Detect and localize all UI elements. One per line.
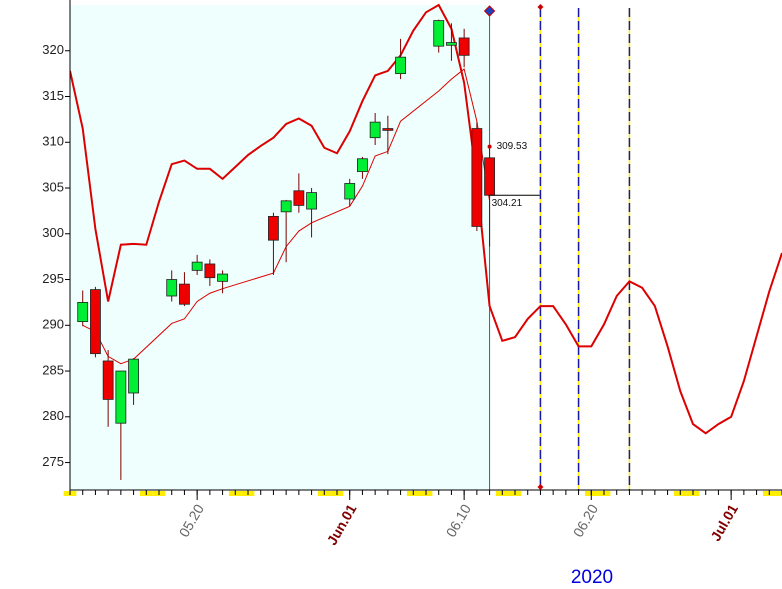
- cycle-diamond: [537, 4, 544, 10]
- candle-body: [293, 190, 305, 206]
- candle-body: [458, 37, 470, 56]
- cycle-diamond: [537, 484, 544, 490]
- last-bar-diamond: [483, 5, 496, 17]
- y-tick-label: 315: [42, 88, 64, 103]
- candle-body: [471, 128, 483, 227]
- candle-body: [280, 200, 292, 213]
- y-tick-label: 300: [42, 225, 64, 240]
- y-tick-label: 305: [42, 179, 64, 194]
- candle-body: [306, 192, 317, 210]
- y-tick-label: 320: [42, 42, 64, 57]
- candle-body: [166, 279, 178, 297]
- candle-body: [115, 370, 127, 424]
- candle-body: [433, 20, 445, 47]
- candle-body: [102, 360, 114, 400]
- y-tick-label: 275: [42, 454, 64, 469]
- weekend-block: [775, 491, 782, 496]
- candle-body: [128, 358, 139, 394]
- candle-body: [191, 261, 203, 271]
- x-axis-label: 2020: [571, 567, 613, 588]
- candle-body: [484, 157, 495, 196]
- candle-body: [204, 263, 216, 279]
- y-tick-label: 280: [42, 408, 64, 423]
- history-area: [70, 5, 490, 490]
- y-tick-label: 290: [42, 317, 64, 332]
- candle-body: [268, 215, 279, 241]
- candle-body: [217, 273, 228, 282]
- candle-body: [179, 283, 190, 305]
- high-label: 309.53: [497, 141, 528, 152]
- candle-body: [369, 121, 381, 139]
- candle-body: [446, 42, 457, 46]
- close-label: 304.21: [492, 198, 523, 209]
- overlay-line: [70, 3, 782, 435]
- y-tick-label: 285: [42, 362, 64, 377]
- y-tick-label: 310: [42, 134, 64, 149]
- candle-body: [77, 302, 89, 323]
- y-tick-label: 295: [42, 271, 64, 286]
- candle-body: [344, 183, 356, 200]
- candle-body: [90, 289, 101, 355]
- candle-body: [357, 158, 368, 172]
- high-marker: [487, 144, 492, 149]
- candle-body: [395, 56, 406, 75]
- candle-body: [382, 128, 394, 131]
